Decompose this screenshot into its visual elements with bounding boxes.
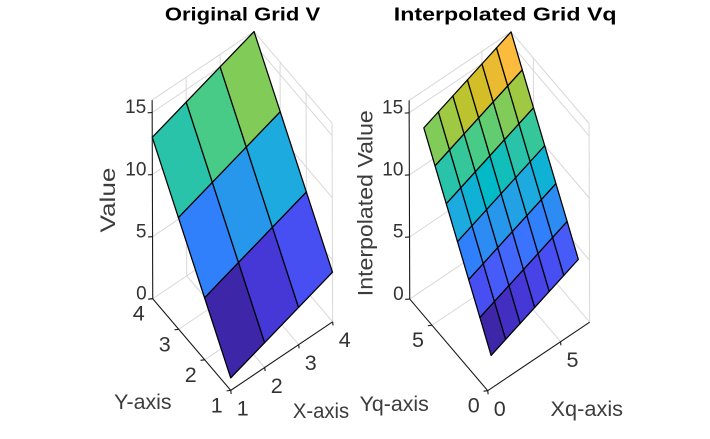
svg-text:Interpolated Grid Vq: Interpolated Grid Vq [394,5,617,25]
svg-text:3: 3 [305,351,317,375]
svg-text:5: 5 [412,328,424,352]
svg-text:Xq-axis: Xq-axis [551,398,624,421]
svg-text:Yq-axis: Yq-axis [360,393,429,416]
svg-text:15: 15 [125,97,146,118]
svg-text:10: 10 [125,159,146,180]
svg-text:5: 5 [567,348,579,372]
svg-text:Y-axis: Y-axis [114,391,171,414]
svg-text:5: 5 [136,221,147,242]
svg-text:Value: Value [97,168,120,233]
svg-text:15: 15 [382,98,403,119]
svg-text:3: 3 [159,332,171,356]
svg-text:Interpolated Value: Interpolated Value [355,110,378,296]
svg-text:0: 0 [468,394,480,418]
svg-text:5: 5 [393,222,404,243]
svg-text:Original Grid V: Original Grid V [165,5,320,25]
svg-text:2: 2 [185,363,197,387]
svg-text:1: 1 [211,393,223,417]
svg-text:X-axis: X-axis [293,400,349,423]
svg-text:1: 1 [237,397,249,421]
svg-text:2: 2 [271,374,283,398]
svg-text:10: 10 [382,160,403,181]
svg-text:0: 0 [494,397,506,421]
svg-text:4: 4 [133,302,145,326]
svg-text:0: 0 [136,283,147,304]
svg-text:4: 4 [339,328,351,352]
svg-text:0: 0 [393,284,404,305]
